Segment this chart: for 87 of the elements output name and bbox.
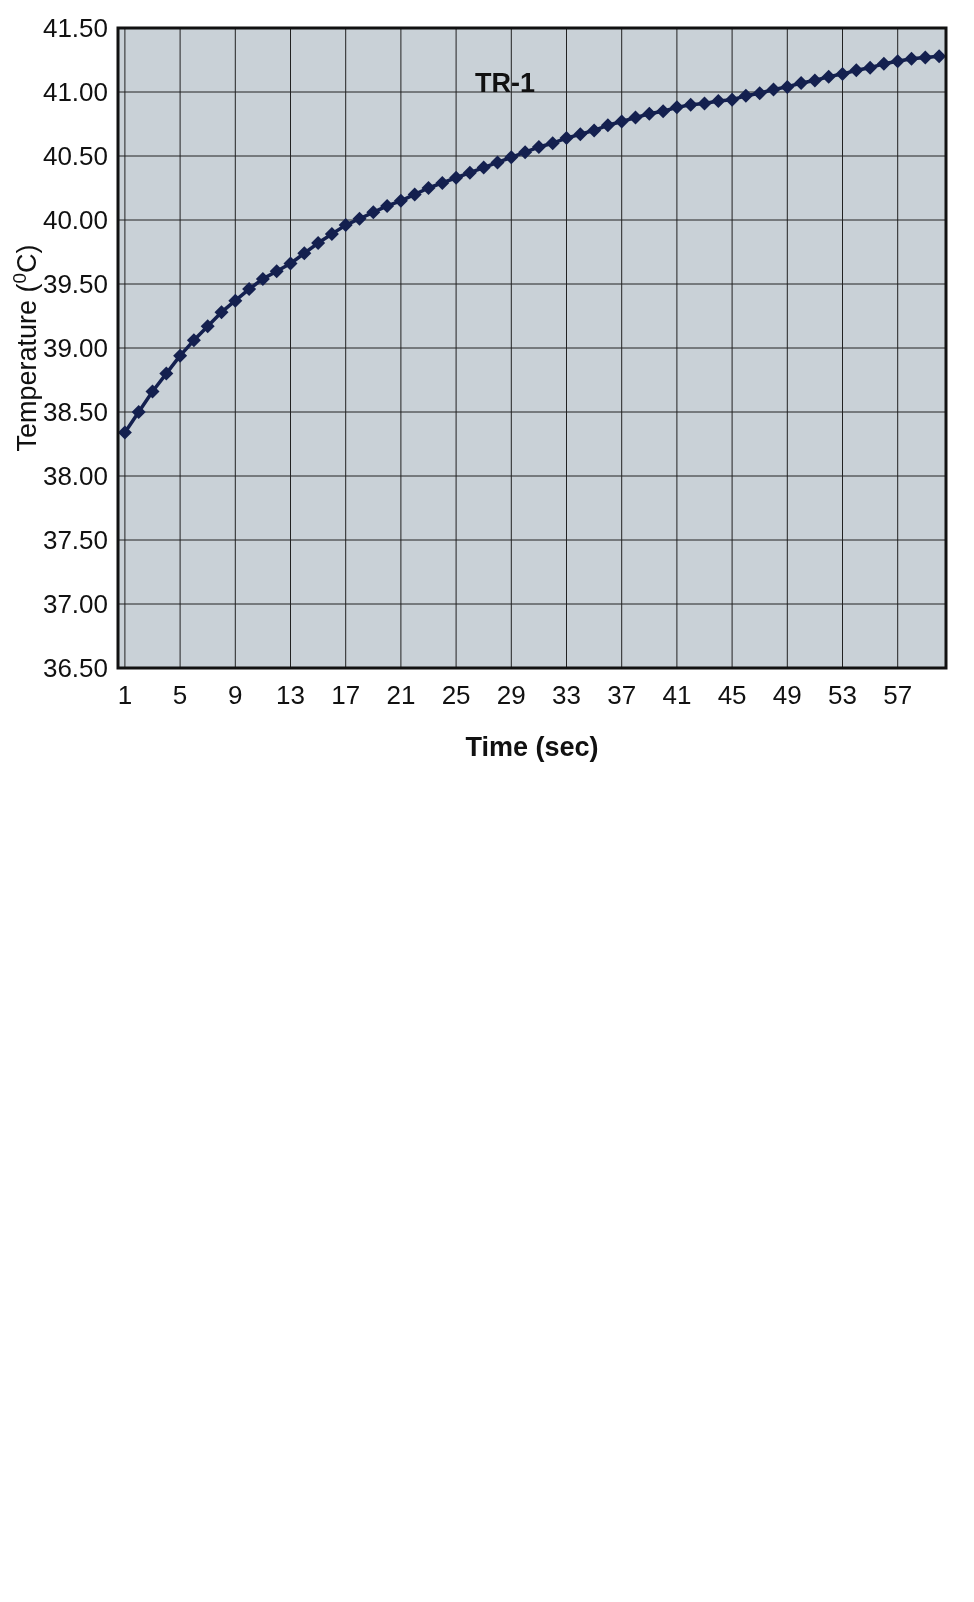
point [214, 305, 229, 320]
point [393, 193, 408, 208]
x-tick-label: 1 [117, 680, 133, 710]
point [794, 76, 809, 91]
point [435, 175, 450, 190]
point [242, 282, 257, 297]
point [518, 145, 533, 160]
y-tick-label: 37.00 [42, 589, 108, 620]
point [587, 123, 602, 138]
point [752, 86, 767, 101]
point [324, 227, 339, 242]
y-tick-label: 40.00 [42, 205, 108, 236]
point [366, 205, 381, 220]
point [159, 366, 174, 381]
x-tick-label: 21 [386, 680, 416, 710]
x-tick-label: 29 [496, 680, 526, 710]
point [490, 155, 505, 170]
x-tick-label: 17 [331, 680, 361, 710]
point [186, 333, 201, 348]
y-tick-label: 38.50 [42, 397, 108, 428]
x-tick-label: 53 [828, 680, 857, 710]
y-tick-label: 41.00 [42, 77, 108, 108]
point [504, 150, 519, 165]
point [269, 264, 284, 279]
point [642, 106, 657, 121]
x-tick-label: 33 [552, 680, 581, 710]
point [573, 127, 588, 142]
point [421, 181, 436, 195]
point [131, 405, 146, 419]
point [711, 93, 726, 108]
x-tick-label: 13 [276, 680, 305, 710]
point [173, 348, 188, 363]
point [297, 246, 312, 261]
point [876, 56, 891, 71]
point [449, 170, 464, 185]
x-tick-label: 57 [883, 680, 913, 710]
x-tick-label: 45 [717, 680, 747, 710]
point [863, 60, 878, 75]
point [476, 160, 491, 175]
point [628, 110, 643, 125]
point [890, 54, 905, 69]
y-tick-label: 40.50 [42, 141, 108, 172]
x-tick-label: 5 [172, 680, 188, 710]
point [407, 187, 422, 202]
point [835, 67, 850, 82]
point [725, 92, 740, 107]
point [807, 73, 822, 88]
point [228, 293, 243, 308]
point [904, 51, 919, 66]
point [780, 79, 795, 94]
x-tick-label: 49 [772, 680, 802, 710]
point [531, 140, 546, 155]
point [697, 96, 712, 111]
point [255, 271, 270, 286]
point [462, 165, 477, 180]
y-tick-label: 36.50 [42, 653, 108, 684]
point [380, 198, 395, 213]
point [311, 236, 326, 251]
y-tick-label: 39.50 [42, 269, 108, 300]
point [338, 218, 353, 233]
point [656, 104, 671, 119]
point [821, 69, 836, 84]
point [932, 49, 947, 64]
point [200, 319, 215, 334]
x-tick-label: 25 [441, 680, 471, 710]
y-tick-label: 37.50 [42, 525, 108, 556]
point [559, 131, 574, 146]
y-tick-label: 38.00 [42, 461, 108, 492]
point [738, 88, 753, 103]
point [352, 211, 367, 226]
point [683, 97, 698, 112]
point [117, 425, 132, 440]
point [545, 136, 560, 151]
x-tick-label: 9 [228, 680, 243, 710]
y-tick-label: 39.00 [42, 333, 108, 364]
point [669, 100, 684, 115]
point [614, 114, 629, 129]
y-tick-label: 41.50 [42, 13, 108, 44]
x-tick-label: 37 [607, 680, 637, 710]
point [600, 118, 615, 133]
x-tick-label: 41 [662, 680, 692, 710]
x-axis-title: Time (sec) [465, 732, 599, 762]
point [145, 384, 160, 399]
point [849, 63, 864, 78]
point [766, 82, 781, 97]
point [918, 50, 933, 65]
point [283, 256, 298, 271]
